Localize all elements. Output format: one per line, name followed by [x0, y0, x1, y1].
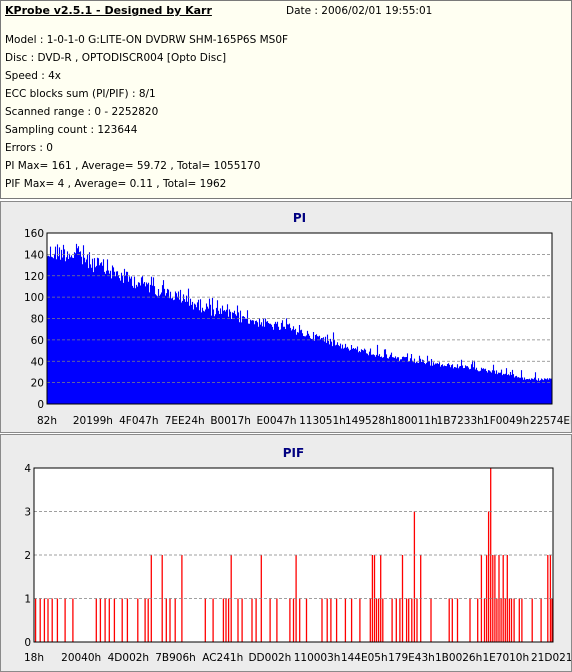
info-pif-stats: PIF Max= 4 , Average= 0.11 , Total= 1962 [5, 178, 227, 190]
pif-chart: PIF 0 1 2 3 4 18h 20040h 4D002h 7B906h AC241h DD002… [24, 446, 571, 664]
y-tick-label: 160 [24, 228, 44, 240]
y-tick-label: 20 [31, 378, 44, 390]
scan-date: Date : 2006/02/01 19:55:01 [286, 5, 433, 17]
y-tick-label: 60 [31, 335, 44, 347]
x-tick-label: AC241h [202, 652, 243, 664]
info-sampling-count: Sampling count : 123644 [5, 124, 138, 136]
x-tick-label: 1B0026h [435, 652, 482, 664]
y-tick-label: 0 [24, 637, 31, 649]
y-tick-label: 140 [24, 249, 44, 261]
x-tick-label: 144E05h [341, 652, 388, 664]
pi-chart: PI 0 20 40 60 80 100 120 140 160 82h 20199h 4F047h 7E… [24, 211, 571, 427]
x-tick-label: 1B7233h [437, 415, 484, 427]
x-tick-label: 1E7010h [482, 652, 529, 664]
y-tick-label: 1 [24, 594, 31, 606]
y-tick-label: 2 [24, 550, 31, 562]
x-tick-label: 82h [37, 415, 57, 427]
x-tick-label: 21D021h [531, 652, 571, 664]
x-tick-label: 7B906h [155, 652, 196, 664]
app-title: KProbe v2.5.1 - Designed by Karr [5, 4, 212, 17]
x-tick-label: 20199h [73, 415, 113, 427]
x-tick-label: 4D002h [108, 652, 149, 664]
chart-title: PIF [283, 446, 304, 460]
info-errors: Errors : 0 [5, 142, 53, 154]
info-disc: Disc : DVD-R , OPTODISCR004 [Opto Disc] [5, 52, 227, 64]
x-tick-label: 22574Eh [530, 415, 571, 427]
x-tick-label: 180011h [391, 415, 438, 427]
x-tick-label: B0017h [210, 415, 251, 427]
info-scanned-range: Scanned range : 0 - 2252820 [5, 106, 159, 118]
info-panel: KProbe v2.5.1 - Designed by Karr Date : … [0, 0, 572, 199]
x-tick-label: 113051h [299, 415, 346, 427]
y-tick-label: 3 [24, 507, 31, 519]
x-tick-label: 1F0049h [483, 415, 529, 427]
x-tick-label: 20040h [61, 652, 101, 664]
y-tick-label: 0 [37, 399, 44, 411]
info-ecc-blocks: ECC blocks sum (PI/PIF) : 8/1 [5, 88, 156, 100]
y-tick-label: 80 [31, 314, 44, 326]
pi-chart-panel: PI 0 20 40 60 80 100 120 140 160 82h 20199h 4F047h 7E… [0, 201, 572, 433]
x-tick-label: 110003h [294, 652, 341, 664]
y-tick-label: 40 [31, 356, 44, 368]
x-tick-label: DD002h [248, 652, 291, 664]
x-tick-label: 18h [24, 652, 44, 664]
pif-chart-panel: PIF 0 1 2 3 4 18h 20040h 4D002h 7B906h AC241h DD002… [0, 434, 572, 672]
info-model: Model : 1-0-1-0 G:LITE-ON DVDRW SHM-165P… [5, 34, 289, 46]
plot-border [46, 232, 553, 405]
info-pi-stats: PI Max= 161 , Average= 59.72 , Total= 10… [5, 160, 261, 172]
y-tick-label: 120 [24, 271, 44, 283]
x-tick-label: E0047h [257, 415, 297, 427]
y-tick-label: 4 [24, 463, 31, 475]
x-tick-label: 149528h [345, 415, 392, 427]
x-tick-label: 4F047h [119, 415, 158, 427]
chart-title: PI [293, 211, 306, 225]
plot-border [33, 467, 554, 643]
x-tick-label: 7EE24h [165, 415, 205, 427]
y-tick-label: 100 [24, 292, 44, 304]
info-speed: Speed : 4x [5, 70, 62, 82]
x-tick-label: 179E43h [388, 652, 435, 664]
